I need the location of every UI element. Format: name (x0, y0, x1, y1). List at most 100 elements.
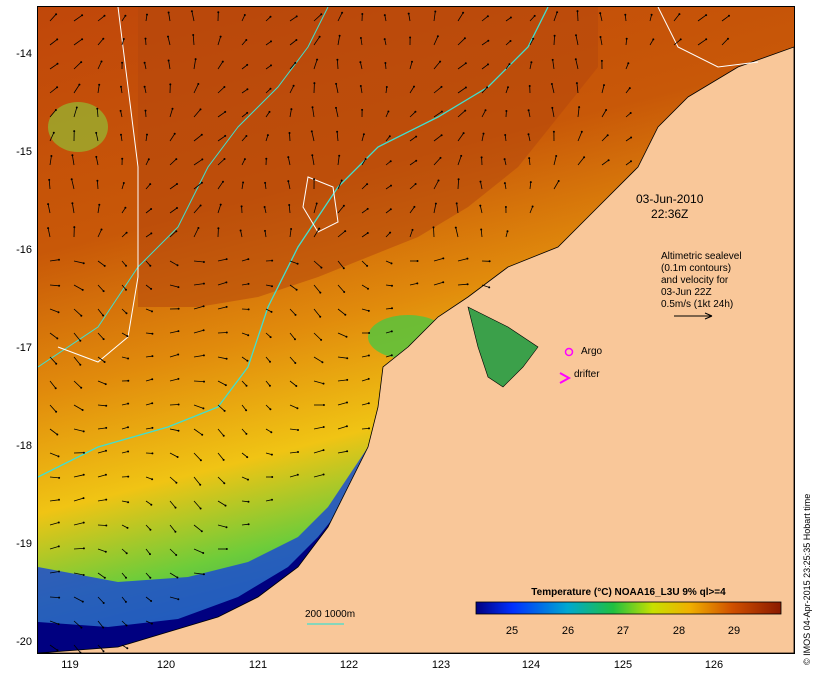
velocity-arrowhead (243, 158, 246, 161)
velocity-arrowhead (296, 262, 299, 265)
velocity-arrow (217, 158, 225, 166)
velocity-arrowhead (527, 133, 530, 136)
velocity-arrow (145, 500, 152, 506)
velocity-arrow (337, 12, 343, 22)
velocity-arrowhead (82, 547, 85, 550)
velocity-arrow (265, 308, 272, 313)
velocity-arrowhead (174, 530, 177, 533)
velocity-arrow (289, 404, 298, 409)
velocity-arrow (121, 596, 127, 603)
velocity-arrowhead (177, 330, 180, 333)
velocity-arrowhead (606, 134, 609, 137)
velocity-arrowhead (338, 34, 341, 37)
velocity-arrowhead (200, 530, 203, 533)
velocity-arrow (97, 450, 107, 454)
x-tick-label: 124 (521, 659, 541, 671)
velocity-arrow (193, 572, 204, 575)
velocity-arrowhead (455, 202, 458, 205)
velocity-arrowhead (411, 60, 413, 63)
velocity-arrowhead (98, 83, 101, 86)
velocity-arrowhead (177, 403, 180, 406)
velocity-arrow (121, 524, 128, 529)
velocity-arrowhead (343, 291, 346, 293)
velocity-arrowhead (294, 338, 296, 341)
velocity-arrowhead (55, 410, 58, 413)
velocity-arrow (49, 476, 60, 479)
velocity-arrowhead (578, 106, 581, 109)
velocity-arrowhead (583, 156, 586, 159)
velocity-arrow (121, 38, 125, 46)
velocity-arrowhead (125, 552, 128, 555)
velocity-arrow (289, 85, 294, 94)
drifter-marker (559, 372, 572, 384)
velocity-arrowhead (367, 287, 369, 290)
velocity-arrow (241, 356, 248, 362)
velocity-arrow (673, 39, 681, 46)
velocity-arrow (121, 182, 125, 190)
velocity-arrowhead (176, 264, 179, 267)
velocity-arrow (409, 283, 418, 286)
velocity-arrowhead (503, 182, 506, 185)
velocity-arrow (121, 572, 127, 579)
velocity-arrow (337, 260, 345, 269)
velocity-arrow (193, 205, 201, 214)
velocity-arrowhead (245, 39, 248, 41)
velocity-arrowhead (246, 63, 249, 66)
velocity-arrow (433, 61, 441, 70)
velocity-arrow (217, 332, 227, 334)
velocity-arrow (481, 15, 489, 22)
velocity-arrowhead (105, 498, 108, 501)
velocity-arrowhead (387, 110, 390, 113)
sealevel-contour (57, 7, 139, 363)
velocity-arrow (505, 17, 512, 22)
velocity-arrowhead (151, 426, 154, 429)
velocity-arrowhead (124, 600, 127, 603)
velocity-arrowhead (177, 377, 180, 380)
velocity-arrow (311, 131, 315, 142)
velocity-arrowhead (551, 106, 554, 109)
velocity-arrowhead (95, 131, 98, 134)
velocity-arrow (408, 13, 411, 22)
velocity-arrow (49, 284, 60, 287)
velocity-arrowhead (96, 179, 99, 182)
velocity-arrow (169, 378, 179, 382)
velocity-arrowhead (479, 204, 482, 207)
velocity-arrow (289, 451, 299, 454)
velocity-arrowhead (383, 14, 386, 17)
x-tick-label: 123 (431, 659, 451, 671)
velocity-arrow (121, 260, 127, 267)
velocity-arrow (313, 308, 321, 317)
velocity-arrowhead (625, 37, 628, 40)
velocity-arrowhead (222, 180, 224, 183)
velocity-arrowhead (221, 60, 224, 63)
velocity-arrowhead (175, 230, 178, 233)
velocity-arrow (457, 258, 468, 262)
velocity-arrow (289, 132, 291, 142)
velocity-arrowhead (202, 329, 205, 332)
velocity-arrowhead (630, 136, 633, 139)
velocity-arrow (264, 206, 267, 214)
velocity-arrow (241, 452, 248, 458)
velocity-arrowhead (149, 528, 152, 531)
velocity-arrow (97, 572, 106, 579)
velocity-arrow (479, 205, 483, 214)
velocity-arrow (97, 308, 104, 316)
velocity-arrowhead (176, 576, 179, 579)
velocity-note-line: 0.5m/s (1kt 24h) (661, 299, 734, 310)
velocity-arrowhead (270, 40, 272, 43)
velocity-arrow (433, 111, 443, 118)
velocity-arrow (121, 207, 126, 214)
velocity-arrowhead (488, 286, 491, 289)
velocity-arrow (576, 83, 579, 94)
velocity-arrowhead (247, 334, 250, 337)
velocity-arrowhead (50, 155, 53, 157)
velocity-arrow (313, 203, 318, 214)
velocity-arrow (553, 180, 560, 190)
velocity-arrow (72, 203, 75, 214)
velocity-arrowhead (223, 86, 226, 88)
velocity-arrowhead (146, 133, 148, 136)
velocity-arrow (457, 62, 467, 70)
velocity-arrow (49, 39, 58, 46)
velocity-arrow (169, 330, 179, 334)
velocity-arrow (577, 131, 583, 142)
